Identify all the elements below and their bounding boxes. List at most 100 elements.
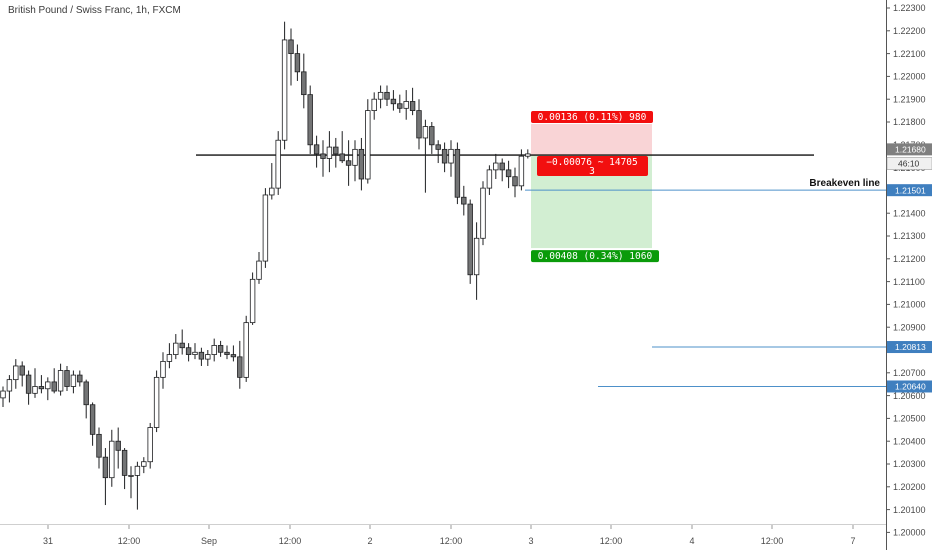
price-tag-label: 1.21501 xyxy=(895,185,926,195)
candle-body xyxy=(339,153,345,162)
candle-body xyxy=(301,71,307,96)
candle-body xyxy=(269,187,275,196)
candle-body xyxy=(333,146,339,155)
candle-body xyxy=(217,345,224,353)
candle-body xyxy=(134,465,141,476)
y-tick-label: 1.20700 xyxy=(893,368,926,378)
candle-body xyxy=(409,101,416,112)
candle-body xyxy=(51,381,57,392)
x-tick-label: 31 xyxy=(43,536,53,546)
candle-body xyxy=(128,474,134,477)
horizontal-lines[interactable] xyxy=(196,154,886,387)
candle-body xyxy=(365,110,371,180)
candle-body xyxy=(454,148,461,198)
price-tag xyxy=(887,184,932,197)
take-profit-label-box xyxy=(531,250,659,263)
candle-body xyxy=(153,376,160,428)
candle-body xyxy=(57,370,64,392)
candle-body xyxy=(166,354,173,362)
price-tag xyxy=(887,341,932,354)
stop-loss-label-box xyxy=(531,111,653,124)
candle-body xyxy=(377,91,384,100)
price-tag xyxy=(887,380,932,393)
candle-body xyxy=(160,360,166,378)
candle-body xyxy=(403,101,409,109)
y-tick-label: 1.20900 xyxy=(893,322,926,332)
candle-body xyxy=(320,153,326,159)
candle-body xyxy=(493,162,499,171)
y-tick-label: 1.22000 xyxy=(893,72,926,82)
candle-body xyxy=(83,381,89,406)
candle-body xyxy=(281,39,288,141)
y-tick-label: 1.21900 xyxy=(893,94,926,104)
candle-body xyxy=(467,203,473,276)
candle-body xyxy=(96,433,102,458)
price-tag-label: 1.21680 xyxy=(895,145,926,155)
candle-body xyxy=(249,278,256,324)
candle-body xyxy=(326,146,333,159)
candle-body xyxy=(38,386,45,390)
y-tick-label: 1.20300 xyxy=(893,459,926,469)
x-tick-label: 12:00 xyxy=(600,536,623,546)
candle-body xyxy=(358,148,365,180)
candle-body xyxy=(441,148,448,164)
y-tick-label: 1.20400 xyxy=(893,436,926,446)
price-tags: 1.21680 46:10 1.21501 1.20813 1.20640 xyxy=(886,143,932,393)
candle-body xyxy=(371,98,377,111)
candle-body xyxy=(352,148,358,166)
y-tick-label: 1.20000 xyxy=(893,528,926,538)
chart-title: British Pound / Swiss Franc, 1h, FXCM xyxy=(8,5,181,16)
y-tick-label: 1.21300 xyxy=(893,231,926,241)
candle-body xyxy=(288,39,294,54)
y-tick-label: 1.21400 xyxy=(893,208,926,218)
candle-body xyxy=(70,374,77,387)
candle-body xyxy=(179,342,185,349)
x-tick-label: 12:00 xyxy=(761,536,784,546)
candle-body xyxy=(313,144,320,155)
candle-body xyxy=(109,440,115,479)
candle-body xyxy=(435,144,441,150)
candle-body xyxy=(0,390,6,399)
current-pnl-label: −0.00076 ~ 14705 xyxy=(546,157,638,168)
candle-body xyxy=(422,126,429,139)
candle-body xyxy=(448,148,454,164)
candle-body xyxy=(147,427,153,463)
current-pnl-count: 3 xyxy=(589,166,595,177)
x-tick-label: 12:00 xyxy=(440,536,463,546)
candle-body xyxy=(429,126,435,146)
y-tick-label: 1.22300 xyxy=(893,3,926,13)
candle-body xyxy=(525,153,531,157)
candle-body xyxy=(486,169,493,189)
candle-body xyxy=(25,374,32,394)
candle-body xyxy=(390,98,397,105)
time-axis[interactable]: 31 12:00 Sep 12:00 2 12:00 3 12:00 4 12:00 7 xyxy=(43,525,856,546)
position-zones[interactable] xyxy=(531,124,652,249)
candle-body xyxy=(102,456,109,479)
candle-body xyxy=(237,356,243,378)
x-tick-label: Sep xyxy=(201,536,217,546)
y-tick-label: 1.22200 xyxy=(893,26,926,36)
candle-body xyxy=(6,379,13,392)
y-tick-label: 1.22100 xyxy=(893,49,926,59)
candle-body xyxy=(19,365,25,376)
stop-loss-label: 0.00136 (0.11%) 980 xyxy=(538,112,647,123)
y-tick-label: 1.20600 xyxy=(893,391,926,401)
candle-body xyxy=(45,381,51,390)
x-tick-label: 4 xyxy=(689,536,694,546)
y-tick-label: 1.20500 xyxy=(893,414,926,424)
candle-body xyxy=(499,162,505,171)
candle-body xyxy=(473,237,480,276)
candle-body xyxy=(185,347,192,355)
breakeven-line-label: Breakeven line xyxy=(809,178,880,189)
price-axis[interactable]: 1.22300 1.22200 1.22100 1.22000 1.21900 1.218… xyxy=(886,3,926,538)
candle-body xyxy=(480,187,486,239)
candle-body xyxy=(115,440,121,451)
y-tick-label: 1.21200 xyxy=(893,254,926,264)
y-tick-label: 1.21100 xyxy=(893,277,925,287)
candle-body xyxy=(294,53,301,73)
price-tag-label: 1.20640 xyxy=(895,382,926,392)
candle-body xyxy=(505,169,512,178)
